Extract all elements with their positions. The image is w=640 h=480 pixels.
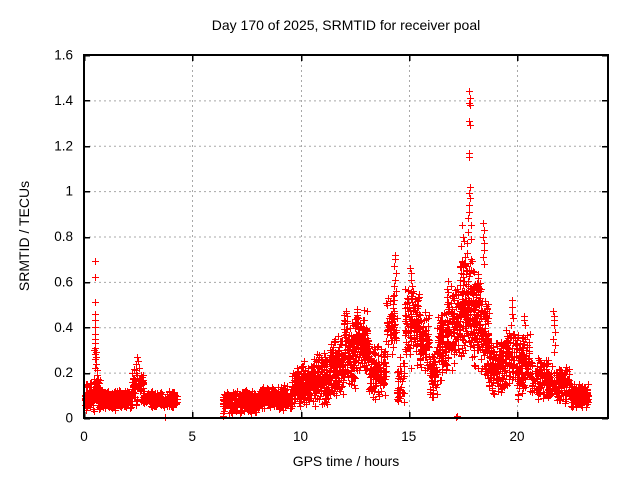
y-tick-label: 1 <box>65 184 73 199</box>
y-tick-label: 0 <box>65 411 73 426</box>
y-tick-label: 1.6 <box>54 48 73 63</box>
plot-border <box>83 54 609 419</box>
y-tick-labels: 0 0.2 0.4 0.6 0.8 1 1.2 1.4 1.6 <box>54 48 73 426</box>
y-tick-label: 0.2 <box>54 365 73 380</box>
y-tick-label: 0.4 <box>54 320 73 335</box>
x-tick-label: 15 <box>401 429 416 444</box>
tick-marks <box>83 54 608 420</box>
y-tick-label: 1.4 <box>54 93 73 108</box>
chart-title: Day 170 of 2025, SRMTID for receiver poa… <box>211 17 481 33</box>
x-tick-label: 5 <box>189 429 197 444</box>
x-tick-labels: 0 5 10 15 20 <box>80 429 524 444</box>
x-tick-label: 0 <box>80 429 88 444</box>
scatter-points <box>82 88 592 421</box>
x-tick-label: 20 <box>510 429 525 444</box>
y-tick-label: 0.6 <box>54 274 73 289</box>
y-tick-label: 0.8 <box>54 229 73 244</box>
y-tick-label: 1.2 <box>54 138 73 153</box>
x-axis-label: GPS time / hours <box>292 453 400 469</box>
x-tick-label: 10 <box>293 429 308 444</box>
